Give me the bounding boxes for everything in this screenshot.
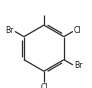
Text: Br: Br — [74, 61, 82, 70]
Text: Cl: Cl — [40, 83, 48, 88]
Text: Br: Br — [5, 26, 14, 35]
Text: Cl: Cl — [74, 26, 82, 35]
